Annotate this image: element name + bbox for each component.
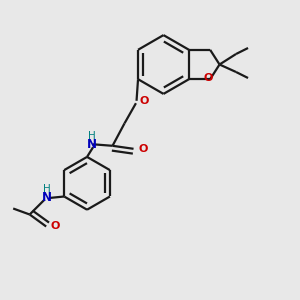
Text: H: H: [88, 131, 95, 141]
Text: O: O: [138, 144, 147, 154]
Text: O: O: [140, 96, 149, 106]
Text: O: O: [204, 73, 213, 83]
Text: O: O: [50, 221, 60, 232]
Text: N: N: [86, 138, 97, 151]
Text: H: H: [43, 184, 51, 194]
Text: N: N: [42, 191, 52, 205]
